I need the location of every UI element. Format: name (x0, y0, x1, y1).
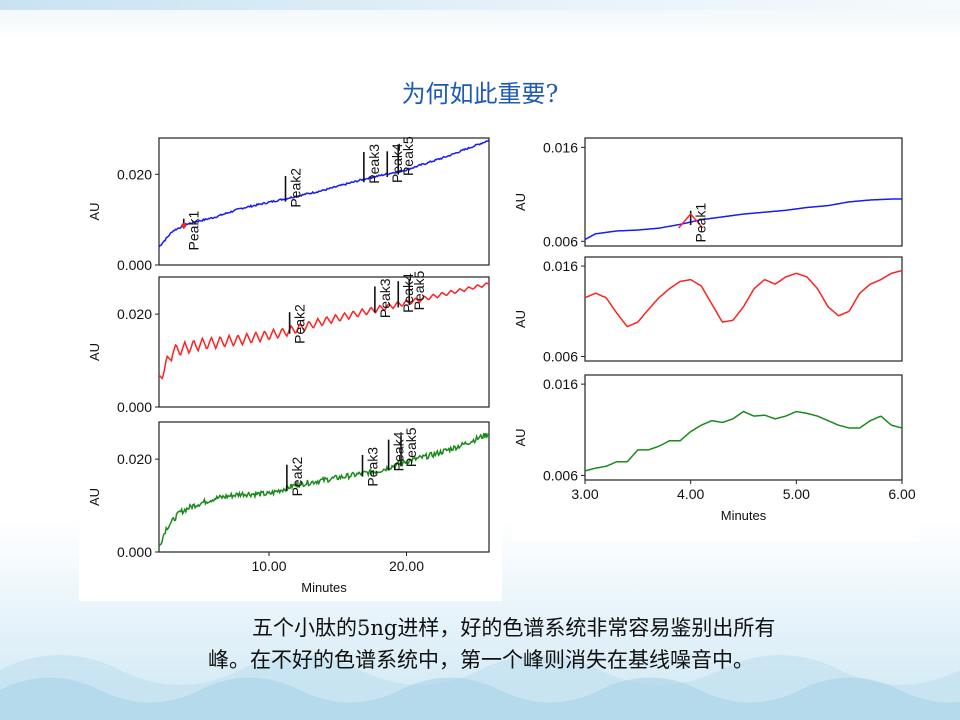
y-tick-label: 0.020 (117, 306, 152, 322)
plot-frame (584, 256, 903, 362)
peak-label: Peak4 (391, 431, 407, 471)
y-tick-label: 0.016 (543, 139, 578, 155)
y-tick-label: 0.016 (543, 376, 578, 392)
y-axis-label: AU (513, 193, 528, 211)
y-tick-label: 0.000 (117, 257, 152, 273)
y-axis-label: AU (513, 428, 528, 446)
right-chromatograms: AU 0.006 0.016 Peak1 AU 0.006 0.016 AU 0.006 0.01… (513, 137, 916, 523)
peak-label: Peak5 (403, 427, 419, 467)
peak-label: Peak3 (366, 144, 382, 184)
y-tick-label: 0.020 (117, 166, 152, 182)
series-line (158, 139, 490, 248)
x-tick-label: 5.00 (783, 486, 810, 502)
caption-line-2: 峰。在不好的色谱系统中，第一个峰则消失在基线噪音中。 (208, 648, 754, 672)
y-tick-label: 0.006 (543, 233, 578, 249)
series-line (584, 269, 903, 328)
y-tick-label: 0.006 (543, 348, 578, 364)
x-tick-label: 6.00 (888, 486, 915, 502)
series-line (584, 198, 902, 241)
plot-frame (158, 137, 490, 266)
peak-label: Peak2 (288, 168, 304, 208)
series-line (158, 432, 490, 547)
peak-label: Peak4 (389, 143, 405, 183)
chart-right-bottom: AU 0.006 0.016 3.00 4.00 5.00 6.00 Minutes (513, 374, 916, 523)
peak-label: Peak3 (365, 447, 381, 487)
y-tick-label: 0.016 (543, 258, 578, 274)
peak-label: Peak4 (400, 273, 416, 313)
peak-dot (181, 223, 187, 229)
series-line (584, 410, 903, 472)
top-band (0, 0, 960, 10)
x-axis-label: Minutes (301, 580, 347, 595)
chart-right-mid: AU 0.006 0.016 (513, 256, 903, 364)
caption-line-1: 五个小肽的5ng进样，好的色谱系统非常容易鉴别出所有 (252, 616, 776, 640)
x-tick-label: 20.00 (389, 558, 424, 574)
left-chart-panel: AU 0.000 0.020 Peak1 Peak2 Peak3 Peak4 Peak5 AU 0… (79, 133, 502, 601)
peak-triangle (678, 212, 704, 229)
peak-label: Peak1 (693, 203, 709, 243)
y-tick-label: 0.000 (117, 399, 152, 415)
x-axis-label: Minutes (721, 508, 767, 523)
y-tick-label: 0.006 (543, 467, 578, 483)
peak-label: Peak5 (411, 270, 427, 310)
y-tick-label: 0.020 (117, 451, 152, 467)
x-tick-label: 4.00 (677, 486, 704, 502)
peak-label: Peak3 (377, 278, 393, 318)
slide-title: 为何如此重要? (401, 80, 559, 108)
series-line (158, 282, 490, 380)
decorative-wave-background (0, 655, 960, 720)
plot-frame (158, 421, 490, 553)
slide-caption: 五个小肽的5ng进样，好的色谱系统非常容易鉴别出所有 峰。在不好的色谱系统中，第… (200, 612, 920, 676)
chart-left-bottom: AU 0.000 0.020 10.00 20.00 Minutes Peak2 Peak3 P… (87, 421, 490, 595)
y-axis-label: AU (87, 488, 102, 506)
peak-label: Peak2 (289, 457, 305, 497)
peak-label: Peak2 (292, 304, 308, 344)
y-tick-label: 0.000 (117, 544, 152, 560)
x-tick-label: 10.00 (251, 558, 286, 574)
chart-right-top: AU 0.006 0.016 Peak1 (513, 137, 903, 249)
y-axis-label: AU (513, 310, 528, 328)
peak-label: Peak1 (186, 211, 202, 251)
x-tick-label: 3.00 (571, 486, 598, 502)
peak-label: Peak5 (400, 136, 416, 176)
y-axis-label: AU (87, 343, 102, 361)
y-axis-label: AU (87, 202, 102, 220)
plot-frame (584, 137, 903, 247)
right-chart-panel: AU 0.006 0.016 Peak1 AU 0.006 0.016 AU 0.006 0.01… (512, 133, 919, 541)
